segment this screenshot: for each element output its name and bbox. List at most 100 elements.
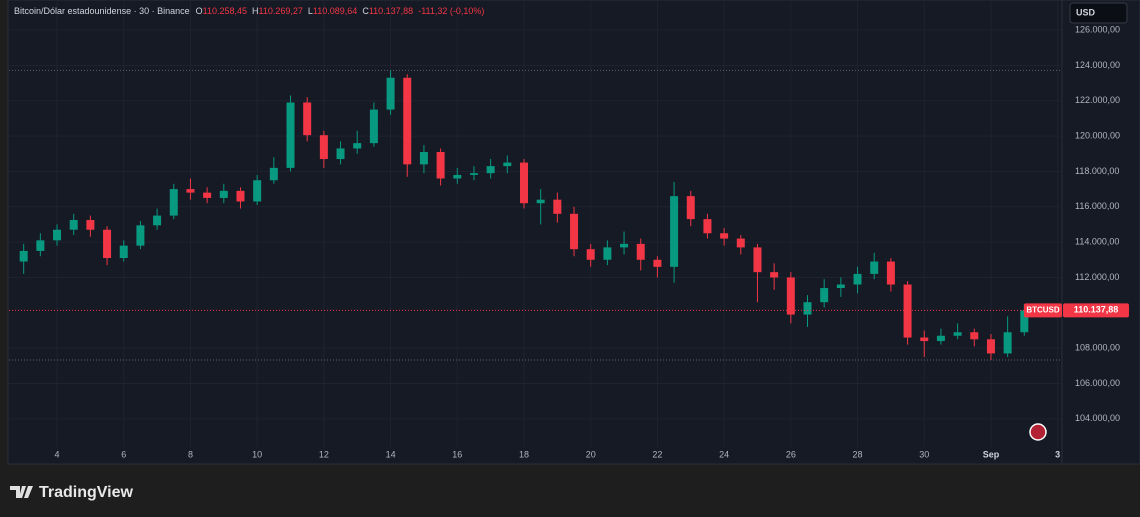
- candle-body: [203, 192, 212, 198]
- y-tick-label: 120.000,00: [1075, 130, 1120, 140]
- x-tick-label: 12: [319, 449, 329, 459]
- y-tick-label: 122.000,00: [1075, 95, 1120, 105]
- candle-body: [503, 162, 512, 167]
- event-flag[interactable]: [1029, 423, 1047, 441]
- x-tick-label: 18: [519, 449, 529, 459]
- currency[interactable]: USD: [1076, 7, 1096, 17]
- last-price: 110.137,88: [1074, 305, 1119, 315]
- candle-body: [453, 174, 462, 179]
- candle-body: [953, 332, 962, 336]
- y-tick-label: 114.000,00: [1075, 236, 1119, 246]
- candle-body: [253, 180, 262, 202]
- candle-body: [169, 189, 178, 216]
- candle-body: [570, 213, 579, 250]
- candle-body: [486, 166, 495, 174]
- brand: TradingView: [39, 484, 134, 501]
- candle-body: [986, 339, 995, 354]
- y-tick-label: 104.000,00: [1075, 413, 1120, 423]
- candle-body: [269, 167, 278, 181]
- candle-body: [119, 245, 128, 259]
- candle-body: [53, 229, 62, 241]
- candle-body: [419, 151, 428, 165]
- x-tick-label: Sep: [983, 449, 1000, 459]
- y-tick-label: 108.000,00: [1075, 343, 1120, 353]
- candle-body: [786, 277, 795, 315]
- candle-body: [286, 102, 295, 168]
- change: -111,32 (-0,10%): [418, 6, 484, 16]
- brand-logo: [10, 486, 33, 498]
- candle-body: [1020, 310, 1029, 333]
- x-tick-label: 24: [719, 449, 729, 459]
- ohlc-letter: L: [308, 6, 313, 16]
- ohlc-value: 110.269,27: [259, 6, 303, 16]
- candle-body: [369, 109, 378, 144]
- x-tick-label: 3: [1055, 449, 1060, 459]
- y-tick-label: 112.000,00: [1075, 272, 1119, 282]
- candle-body: [870, 261, 879, 274]
- y-tick-label: 124.000,00: [1075, 60, 1120, 70]
- x-tick-label: 10: [252, 449, 262, 459]
- ticker: BTCUSD: [1026, 305, 1060, 314]
- candle-body: [820, 288, 829, 303]
- ticker-tag: [1024, 303, 1062, 318]
- header: Bitcoin/Dólar estadounidense · 30 · Bina…: [14, 6, 484, 16]
- candle-body: [436, 151, 445, 179]
- candle-body: [386, 77, 395, 110]
- candle-body: [403, 77, 412, 165]
- x-tick-label: 8: [188, 449, 193, 459]
- candle-body: [653, 259, 662, 267]
- y-tick-label: 126.000,00: [1075, 24, 1120, 34]
- price-tag: [1063, 303, 1129, 318]
- ohlc-letter: O: [196, 6, 203, 16]
- candle-body: [36, 240, 45, 251]
- x-tick-label: 28: [853, 449, 863, 459]
- ohlc-value: 110.258,45: [203, 6, 247, 16]
- y-tick-label: 118.000,00: [1075, 166, 1119, 176]
- candle-body: [469, 173, 478, 175]
- x-tick-label: 30: [919, 449, 929, 459]
- candle-body: [236, 190, 245, 202]
- y-tick-label: 106.000,00: [1075, 378, 1120, 388]
- x-tick-label: 4: [55, 449, 60, 459]
- x-tick-label: 14: [386, 449, 396, 459]
- candle-body: [319, 135, 328, 160]
- candle-body: [853, 273, 862, 285]
- candle-body: [753, 247, 762, 273]
- candle-body: [886, 261, 895, 285]
- candle-body: [336, 148, 345, 160]
- currency-button[interactable]: [1069, 2, 1128, 24]
- x-tick-label: 26: [786, 449, 796, 459]
- candle-body: [153, 215, 162, 226]
- candle-body: [69, 220, 78, 230]
- x-tick-label: 20: [586, 449, 596, 459]
- candle-body: [603, 247, 612, 260]
- x-tick-label: 6: [121, 449, 126, 459]
- candle-body: [86, 220, 95, 230]
- candle-body: [636, 243, 645, 260]
- candle-body: [720, 233, 729, 239]
- candle-body: [219, 190, 228, 198]
- symbol: Bitcoin/Dólar estadounidense · 30 · Bina…: [14, 6, 190, 16]
- layer: 104.000,00 106.000,00 108.000,00 112.000,00…: [9, 0, 1120, 459]
- candle-body: [770, 272, 779, 278]
- candle-body: [920, 337, 929, 342]
- ohlc-value: 110.089,64: [313, 6, 357, 16]
- candle-body: [686, 196, 695, 220]
- candle-body: [670, 196, 679, 267]
- candle-body: [736, 238, 745, 248]
- candle-body: [703, 219, 712, 234]
- candle-body: [970, 332, 979, 340]
- candle-body: [620, 243, 629, 248]
- candle-body: [519, 162, 528, 204]
- candle-body: [1003, 332, 1012, 354]
- candle-body: [803, 302, 812, 315]
- candle-body: [303, 102, 312, 136]
- candle-body: [836, 284, 845, 289]
- ohlc-value: 110.137,88: [369, 6, 413, 16]
- x-tick-label: 16: [452, 449, 462, 459]
- logo-mark: [10, 486, 33, 498]
- candle-body: [553, 199, 562, 214]
- candle-body: [936, 335, 945, 342]
- candle-body: [19, 250, 28, 262]
